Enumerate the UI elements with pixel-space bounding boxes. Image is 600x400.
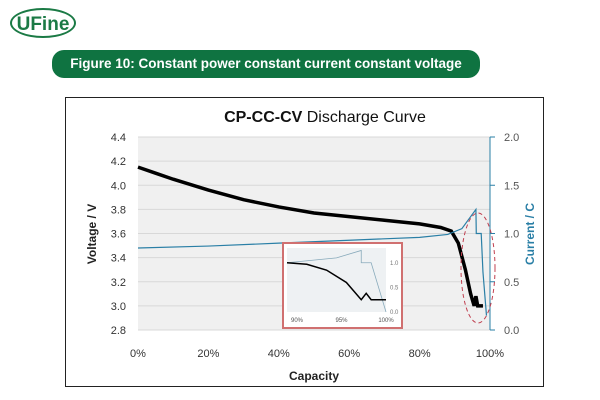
- y-tick-label: 3.4: [111, 253, 126, 265]
- chart-frame: [65, 97, 544, 387]
- y-tick-label: 2.8: [111, 325, 126, 337]
- current-line: [137, 207, 488, 316]
- x-tick-label: 100%: [476, 348, 504, 360]
- x-axis-label: Capacity: [289, 369, 339, 383]
- inset-voltage-line: [286, 262, 386, 301]
- y2-tick-label: 1.0: [504, 229, 519, 241]
- y2-tick-label: 0.0: [504, 325, 519, 337]
- highlight-ellipse: [460, 212, 496, 324]
- x-tick-label: 20%: [197, 348, 219, 360]
- x-tick-label: 0%: [130, 348, 146, 360]
- inset-x-tick: 90%: [291, 318, 304, 324]
- y-tick-label: 3.0: [111, 301, 126, 313]
- y2-tick-label: 2.0: [504, 132, 519, 144]
- inset-y2-tick: 1.0: [390, 261, 399, 267]
- y-tick-label: 3.6: [111, 229, 126, 241]
- y2-tick-label: 0.5: [504, 277, 519, 289]
- inset-current-line: [286, 249, 387, 313]
- y-tick-label: 4.4: [111, 132, 126, 144]
- y-tick-label: 3.2: [111, 277, 126, 289]
- title-rest: Discharge Curve: [307, 109, 426, 126]
- x-tick-label: 40%: [268, 348, 290, 360]
- voltage-line: [137, 165, 483, 308]
- y2-axis-label: Current / C: [523, 203, 537, 265]
- inset-x-tick: 100%: [378, 318, 394, 324]
- inset-x-tick: 95%: [335, 318, 348, 324]
- x-tick-label: 60%: [338, 348, 360, 360]
- title-bold: CP-CC-CV: [224, 109, 307, 126]
- ufine-logo: UFine: [10, 8, 76, 38]
- chart-title: CP-CC-CV Discharge Curve: [224, 109, 426, 126]
- figure-caption-banner: Figure 10: Constant power constant curre…: [52, 50, 480, 99]
- y-tick-label: 4.0: [111, 180, 126, 192]
- inset-y2-tick: 0.0: [390, 310, 399, 316]
- y-tick-label: 3.8: [111, 204, 126, 216]
- y2-tick-label: 1.5: [504, 180, 519, 192]
- inset-y2-tick: 0.5: [390, 285, 399, 291]
- y-tick-label: 4.2: [111, 156, 126, 168]
- x-tick-label: 80%: [409, 348, 431, 360]
- inset-plot: [287, 248, 386, 312]
- y-axis-label: Voltage / V: [85, 204, 99, 264]
